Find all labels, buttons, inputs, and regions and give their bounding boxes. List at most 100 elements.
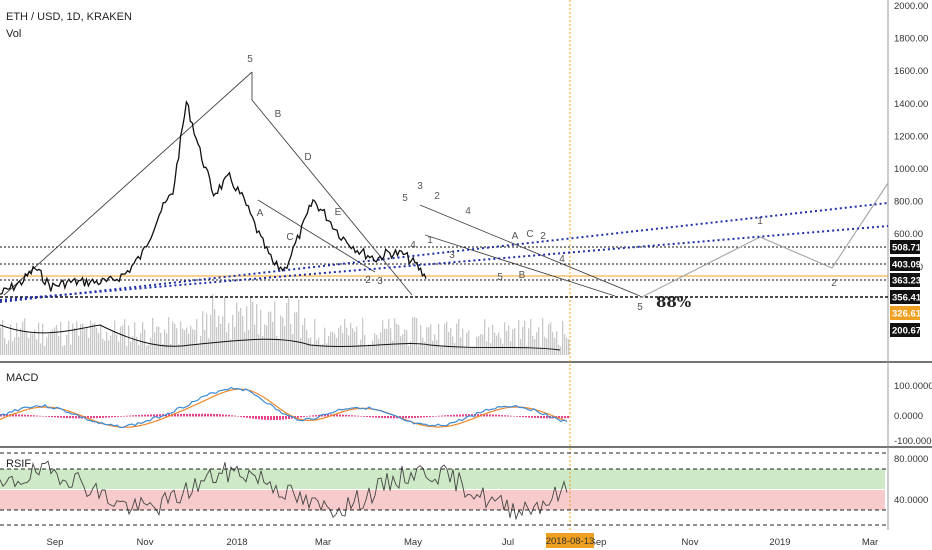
volume-bar [290,323,292,355]
volume-bar [352,328,354,355]
volume-bar [88,337,90,355]
macd-histogram-bar [12,414,14,417]
macd-histogram-bar [495,414,497,417]
macd-histogram-bar [456,414,458,417]
volume-bar [322,343,324,355]
volume-bar [308,338,310,355]
volume-bar [176,328,178,355]
volume-bar [500,338,502,355]
volume-bar [354,331,356,355]
macd-histogram-bar [471,414,473,417]
macd-histogram-bar [255,416,257,419]
volume-bar [84,328,86,355]
volume-bar [246,306,248,355]
wave-count-label: C [286,232,293,243]
macd-histogram-bar [138,414,140,417]
wave-count-label: A [257,208,264,219]
macd-histogram-bar [204,413,206,417]
time-axis-tick: Nov [137,537,154,548]
volume-bar [452,336,454,355]
volume-bar [276,335,278,355]
volume-bar [174,323,176,355]
volume-bar [324,327,326,355]
volume-bar [252,301,254,355]
volume-bar [340,325,342,355]
macd-histogram-bar [267,416,269,420]
macd-histogram-bar [30,415,32,417]
volume-bar [296,312,298,355]
macd-histogram-bar [99,416,101,418]
volume-bar [418,345,420,355]
volume-bar [564,334,566,355]
wedge-line [251,99,413,296]
macd-histogram-bar [36,415,38,417]
wave-count-label: 2 [434,191,440,202]
macd-histogram-bar [195,413,197,417]
macd-histogram-bar [261,416,263,420]
macd-histogram-bar [486,414,488,417]
macd-histogram-bar [459,414,461,417]
volume-bar [92,323,94,355]
volume-bar [348,335,350,355]
rsi-label: RSIF [6,458,31,470]
wave-count-label: 1 [427,235,433,246]
macd-histogram-bar [477,414,479,417]
macd-histogram-bar [558,416,560,419]
percent-annotation: 88% [656,293,691,311]
volume-bar [430,324,432,355]
volume-bar [44,345,46,355]
volume-bar [64,345,66,355]
price-axis-tick: 1600.00 [894,66,928,77]
wave-count-label: 5 [402,193,408,204]
volume-bar [470,346,472,355]
macd-histogram-bar [483,414,485,417]
wave-count-label: 2 [831,278,837,289]
volume-bar [380,332,382,355]
volume-bar [466,332,468,355]
volume-bar [432,340,434,355]
time-axis-tick: 2019 [769,537,790,548]
volume-bar [232,314,234,355]
macd-axis-tick: -100.0000 [894,436,932,447]
volume-bar [288,296,290,355]
volume-bar [332,331,334,355]
price-level-label: 403.09 [892,260,921,271]
macd-histogram-bar [408,416,410,419]
macd-histogram-bar [498,414,500,417]
macd-histogram-bar [369,416,371,418]
macd-histogram-bar [384,416,386,419]
macd-histogram-bar [153,414,155,417]
volume-bar [202,311,204,355]
macd-histogram-bar [510,415,512,417]
macd-histogram-bar [444,415,446,417]
volume-bar [110,335,112,355]
volume-bar [162,343,164,355]
volume-bar [524,320,526,355]
volume-bar [208,338,210,355]
macd-histogram-bar [258,416,260,420]
macd-histogram-bar [501,415,503,417]
macd-histogram-bar [192,413,194,417]
volume-bar [56,324,58,355]
volume-bar [400,336,402,355]
volume-bar [536,332,538,355]
volume-bar [372,340,374,355]
volume-bar [130,341,132,355]
volume-bar [28,338,30,355]
macd-histogram-bar [405,416,407,419]
macd-histogram-bar [180,413,182,417]
macd-histogram-bar [534,416,536,418]
macd-histogram-bar [462,414,464,417]
macd-histogram-bar [339,414,341,417]
volume-bar [474,346,476,355]
volume-bar [184,330,186,355]
macd-histogram-bar [21,414,23,417]
volume-bar [366,346,368,355]
macd-histogram-bar [156,414,158,417]
macd-histogram-bar [303,416,305,417]
volume-bar [414,317,416,355]
volume-bar [32,333,34,355]
volume-bar [502,343,504,355]
